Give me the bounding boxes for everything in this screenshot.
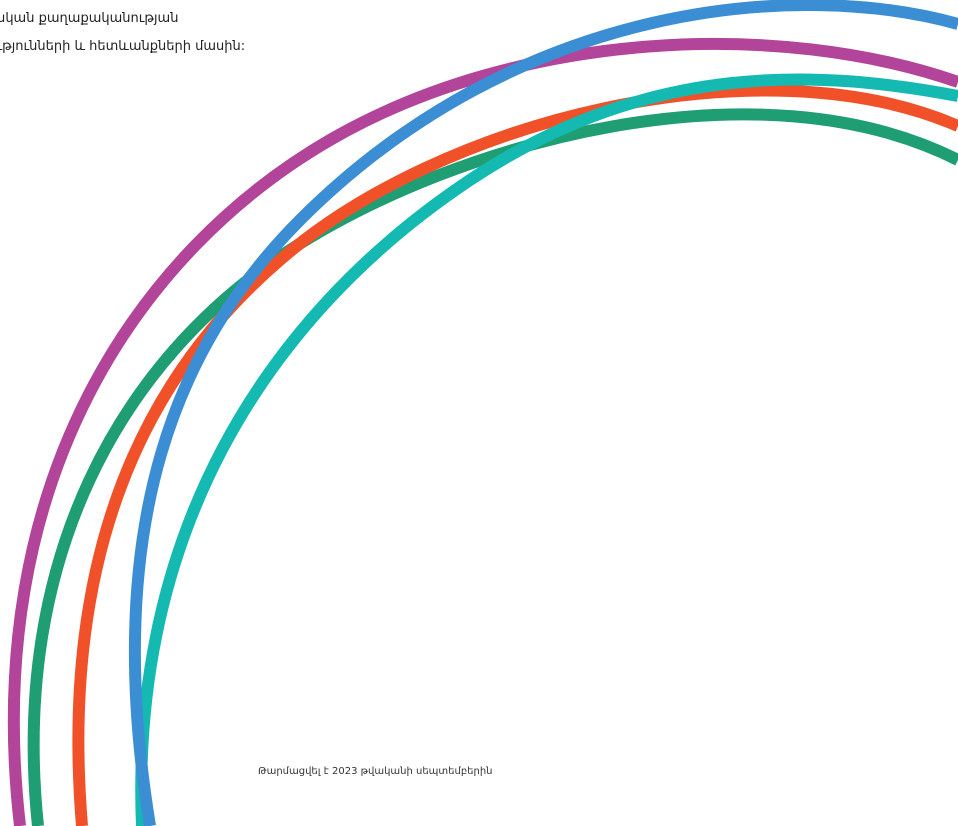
intro-text: տական քաղաքականության ցությունների և հետ…: [0, 5, 245, 61]
green-arc: [27, 108, 958, 826]
teal-arc: [135, 73, 958, 826]
magenta-arc: [7, 38, 958, 826]
publication-date: Թարմացվել է 2023 թվականի սեպտեմբերին: [258, 766, 493, 777]
intro-line-1: տական քաղաքականության: [0, 11, 179, 26]
blue-arc: [128, 0, 958, 826]
intro-line-2: ցությունների և հետևանքների մասին:: [0, 39, 246, 54]
orange-arc: [72, 84, 958, 826]
